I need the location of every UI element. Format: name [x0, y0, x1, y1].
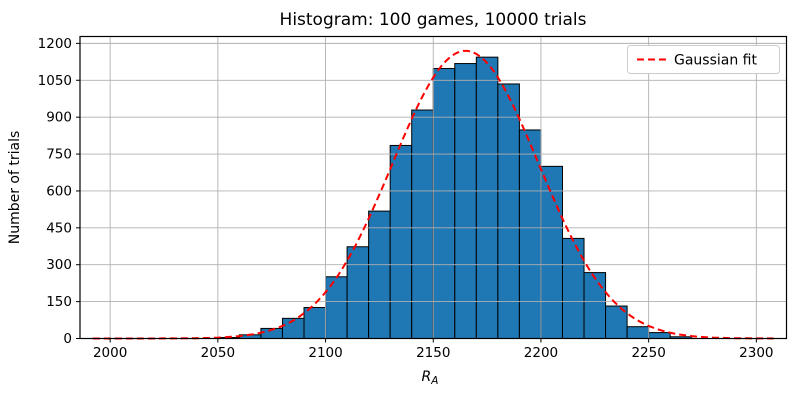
x-tick-label: 2150	[416, 345, 450, 361]
y-tick-label: 750	[46, 147, 72, 163]
histogram-bar	[303, 307, 327, 340]
histogram-bar	[411, 109, 434, 339]
x-axis-label-base: R	[422, 369, 432, 385]
legend-box	[627, 45, 780, 74]
x-tick-label: 2000	[93, 345, 127, 361]
tick-marks-and-labels: 2000 2050 2100 2150 2200 2250 2300 0 150 300 450 60…	[38, 36, 774, 361]
y-tick-label: 600	[46, 183, 72, 199]
histogram-bar	[497, 83, 520, 339]
y-tick-label: 1050	[38, 73, 72, 89]
grid-lines	[80, 36, 787, 339]
histogram-bar	[432, 67, 456, 340]
y-tick-label: 150	[46, 294, 72, 310]
histogram-bar	[368, 210, 391, 339]
y-axis-label: Number of trials	[7, 131, 23, 245]
chart-title: Histogram: 100 games, 10000 trials	[280, 10, 587, 30]
histogram-bar	[561, 237, 585, 339]
y-tick-label: 450	[46, 220, 72, 236]
x-axis-label-subscript: A	[430, 375, 438, 387]
x-tick-label: 2250	[631, 345, 665, 361]
y-tick-label: 1200	[38, 36, 72, 52]
histogram-bar	[626, 326, 650, 339]
histogram-bar	[518, 129, 542, 339]
y-tick-label: 300	[46, 257, 72, 273]
histogram-bar	[325, 276, 348, 339]
histogram-bar	[389, 144, 413, 339]
histogram-bar	[540, 165, 563, 339]
legend: Gaussian fit	[627, 45, 780, 74]
histogram-bar	[454, 63, 477, 339]
y-tick-label: 0	[63, 331, 72, 347]
histogram-bar	[648, 332, 671, 339]
y-tick-label: 900	[46, 110, 72, 126]
histogram-bar	[475, 56, 499, 339]
histogram-bars	[217, 56, 693, 340]
x-tick-label: 2300	[739, 345, 773, 361]
x-tick-label: 2200	[524, 345, 558, 361]
x-tick-label: 2050	[201, 345, 235, 361]
histogram-bar	[346, 246, 370, 339]
x-axis-label: RA	[422, 369, 439, 387]
x-tick-label: 2100	[308, 345, 342, 361]
legend-label: Gaussian fit	[674, 53, 757, 69]
histogram-bar	[583, 272, 607, 340]
